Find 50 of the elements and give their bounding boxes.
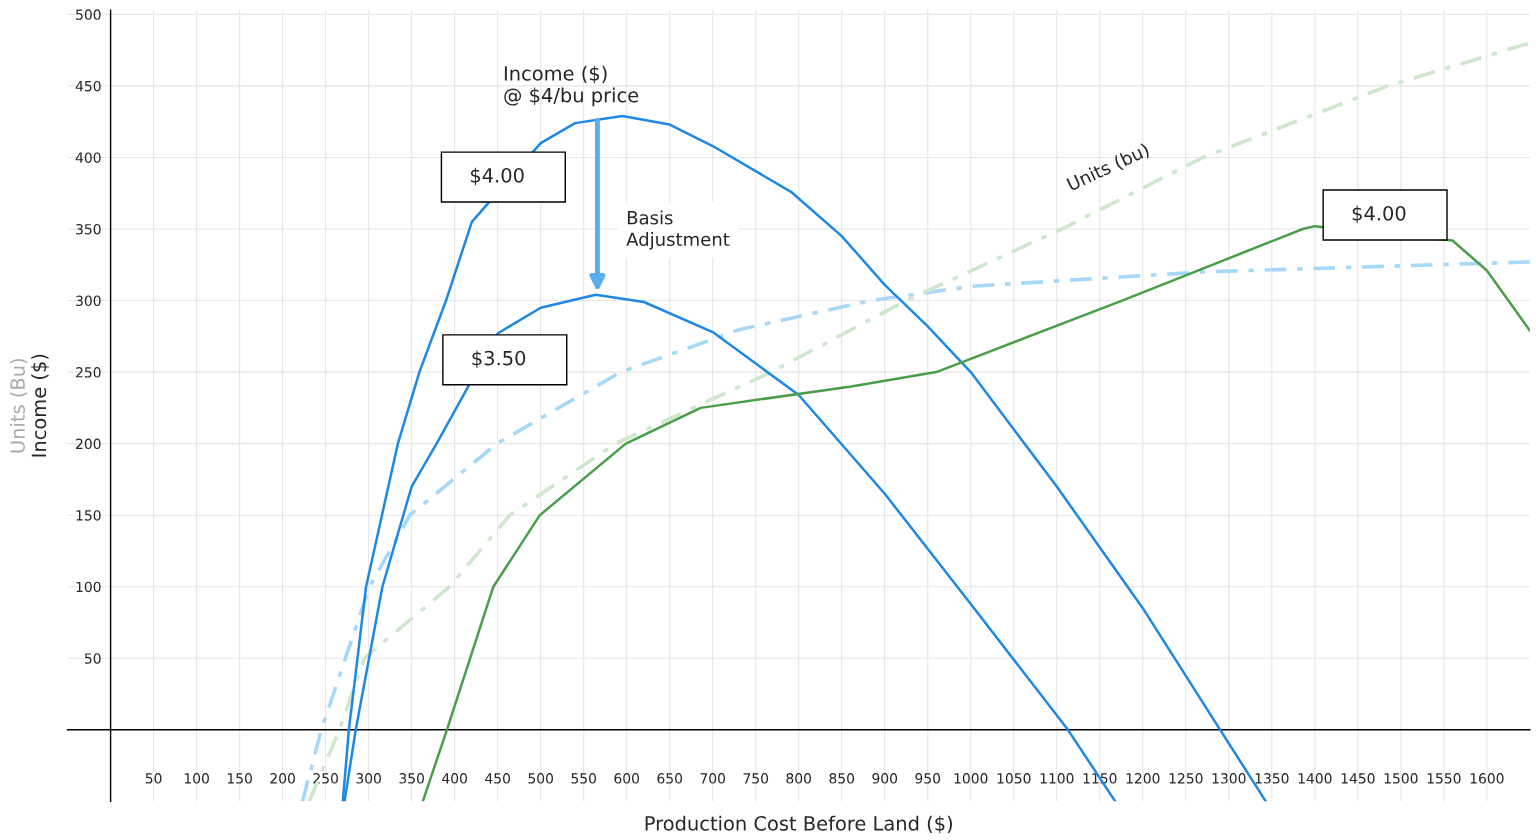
x-tick-label: 50 [145, 773, 162, 784]
x-tick-label: 400 [442, 773, 467, 784]
annotation: Basis Adjustment [626, 210, 730, 250]
annotation: $4.00 [1352, 205, 1406, 224]
x-tick-label: 750 [743, 773, 769, 784]
text: Units (Bu) [9, 359, 28, 453]
y-tick-label: 450 [75, 80, 101, 92]
y-tick-label: 400 [75, 152, 101, 163]
y-tick-label: 50 [84, 653, 101, 664]
y-tick-label: 100 [76, 581, 101, 593]
x-axis-title: Production Cost Before Land ($) [645, 815, 953, 834]
x-tick-label: 500 [528, 773, 553, 784]
y-tick-label: 500 [76, 9, 101, 20]
x-tick-label: 800 [786, 773, 812, 784]
x-tick-label: 150 [227, 773, 252, 784]
line-series [307, 41, 1530, 802]
x-tick-label: 650 [657, 773, 683, 784]
x-tick-label: 300 [356, 773, 381, 784]
x-tick-label: 1000 [954, 773, 988, 784]
x-tick-label: 1600 [1470, 773, 1504, 784]
x-tick-label: 1200 [1126, 773, 1160, 784]
x-tick-label: 1250 [1169, 773, 1203, 784]
x-tick-label: 1050 [997, 773, 1031, 784]
x-tick-label: 350 [399, 773, 424, 784]
y-tick-label: 300 [76, 295, 101, 307]
x-tick-label: 450 [485, 773, 510, 784]
annotation: Units (bu) [1066, 142, 1151, 194]
x-tick-label: 850 [829, 773, 855, 784]
y-tick-label: 150 [76, 510, 101, 521]
x-tick-label: 1400 [1298, 773, 1332, 784]
x-tick-label: 1100 [1040, 773, 1074, 784]
x-tick-label: 550 [571, 773, 597, 784]
annotation: Income ($) @ $4/bu price [504, 65, 639, 107]
x-tick-label: 1450 [1341, 773, 1375, 784]
y-tick-label: 200 [76, 438, 101, 450]
x-tick-label: 100 [184, 773, 209, 784]
x-tick-label: 1300 [1212, 773, 1246, 784]
x-tick-label: 700 [700, 773, 726, 784]
x-tick-label: 900 [872, 773, 898, 784]
x-tick-label: 200 [270, 773, 295, 784]
y-axis-title: Income ($) [31, 354, 49, 457]
x-tick-label: 1550 [1427, 773, 1461, 784]
y-tick-label: 350 [76, 223, 101, 235]
annotation: $3.50 [472, 350, 526, 369]
x-tick-label: 600 [614, 773, 640, 784]
x-tick-label: 1350 [1255, 773, 1289, 784]
x-tick-label: 1500 [1384, 773, 1418, 784]
annotation: $4.00 [470, 167, 524, 186]
x-tick-label: 950 [915, 773, 941, 784]
y-tick-label: 250 [76, 367, 101, 378]
